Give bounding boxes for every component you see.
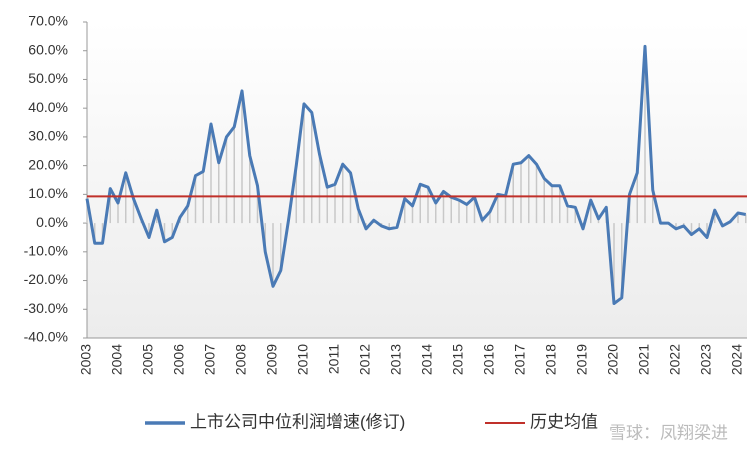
y-tick-label: 60.0% [28, 41, 68, 57]
y-tick-label: 40.0% [28, 99, 68, 115]
x-tick-label: 2011 [326, 344, 342, 374]
y-tick-label: -30.0% [24, 300, 68, 316]
legend-label: 上市公司中位利润增速(修订) [190, 412, 405, 431]
watermark: 雪球：凤翔梁进 [609, 423, 728, 442]
x-tick-label: 2004 [109, 344, 125, 375]
x-tick-label: 2010 [295, 344, 311, 375]
x-tick-label: 2021 [636, 344, 652, 375]
y-tick-label: -10.0% [24, 243, 68, 259]
x-tick-label: 2019 [574, 344, 590, 375]
x-tick-label: 2023 [698, 344, 714, 375]
y-tick-label: -40.0% [24, 329, 68, 345]
x-tick-label: 2008 [233, 344, 249, 375]
y-tick-label: 20.0% [28, 156, 68, 172]
x-tick-label: 2022 [667, 344, 683, 375]
plot-area [87, 22, 747, 338]
x-tick-label: 2017 [512, 344, 528, 375]
x-tick-label: 2003 [78, 344, 94, 375]
x-tick-label: 2014 [419, 344, 435, 375]
legend-label: 历史均值 [530, 412, 598, 431]
x-tick-label: 2018 [543, 344, 559, 375]
x-tick-label: 2024 [729, 344, 745, 375]
y-tick-label: 10.0% [28, 185, 68, 201]
series-line [85, 44, 747, 306]
x-tick-label: 2020 [605, 344, 621, 375]
x-tick-label: 2005 [140, 344, 156, 375]
x-tick-label: 2006 [171, 344, 187, 375]
y-tick-label: 30.0% [28, 128, 68, 144]
y-tick-label: 50.0% [28, 70, 68, 86]
x-tick-label: 2012 [357, 344, 373, 375]
x-tick-label: 2007 [202, 344, 218, 375]
y-tick-label: 0.0% [36, 214, 68, 230]
x-tick-label: 2009 [264, 344, 280, 375]
y-tick-label: 70.0% [28, 13, 68, 29]
x-tick-label: 2015 [450, 344, 466, 375]
y-tick-label: -20.0% [24, 271, 68, 287]
x-tick-label: 2016 [481, 344, 497, 375]
x-tick-label: 2013 [388, 344, 404, 375]
